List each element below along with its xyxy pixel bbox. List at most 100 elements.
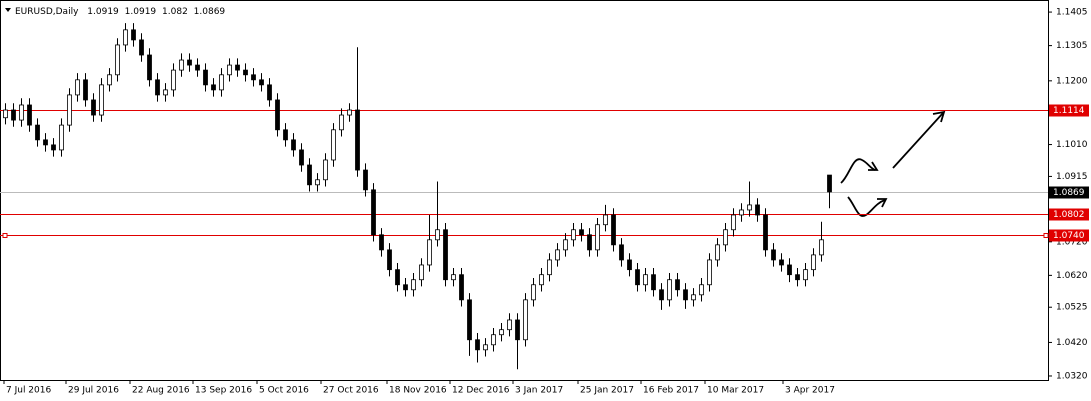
candle-body: [467, 299, 472, 341]
candle-body: [379, 234, 384, 251]
candle-body: [651, 274, 656, 291]
candle-body: [291, 139, 296, 151]
candle-body: [347, 109, 352, 116]
level-label: 1.0802: [1053, 210, 1085, 220]
candle-body: [627, 259, 632, 271]
candle-body: [371, 189, 376, 236]
x-tick-label: 16 Feb 2017: [643, 386, 699, 396]
chart-header: EURUSD,Daily 1.0919 1.0919 1.082 1.0869: [15, 7, 225, 17]
x-tick-label: 7 Jul 2016: [6, 386, 51, 396]
candle-body: [635, 269, 640, 286]
y-tick-label: 1.0320: [1056, 371, 1088, 381]
candle-body: [747, 204, 752, 211]
candle-body: [595, 224, 600, 251]
candle-body: [531, 284, 536, 301]
candle-body: [675, 279, 680, 291]
y-tick-label: 1.0915: [1056, 172, 1088, 182]
x-tick-label: 25 Jan 2017: [580, 386, 634, 396]
candle-body: [443, 229, 448, 281]
candle-body: [275, 99, 280, 131]
candle-body: [603, 214, 608, 226]
candle-body: [795, 274, 800, 281]
level-label-box: [1049, 104, 1089, 117]
candle-body: [459, 274, 464, 301]
candle-body: [811, 254, 816, 271]
candle-body: [803, 269, 808, 281]
x-tick-label: 12 Dec 2016: [452, 386, 510, 396]
candle-body: [771, 249, 776, 261]
candle-body: [539, 274, 544, 286]
y-tick-label: 1.0420: [1056, 338, 1088, 348]
candle-body: [499, 329, 504, 336]
candle-body: [115, 44, 120, 76]
candle-body: [723, 229, 728, 246]
candle-body: [491, 334, 496, 346]
level-marker: [1043, 233, 1049, 238]
candle-body: [219, 74, 224, 91]
level-label-box: [1049, 229, 1089, 242]
arrow-curve: [840, 158, 876, 184]
candle-body: [483, 344, 488, 351]
candle-body: [19, 104, 24, 121]
candle-body: [171, 69, 176, 91]
menu-arrow[interactable]: [5, 8, 11, 12]
candle-body: [571, 229, 576, 241]
candle-body: [579, 229, 584, 236]
candle-body: [11, 109, 16, 121]
candle-body: [643, 274, 648, 286]
candle-body: [547, 259, 552, 276]
x-tick-label: 22 Aug 2016: [132, 386, 190, 396]
candle-body: [779, 259, 784, 266]
candle-body: [3, 109, 8, 119]
candle-body: [555, 249, 560, 261]
candle-body: [355, 109, 360, 171]
candle-body: [267, 84, 272, 101]
candle-body: [235, 64, 240, 71]
candle-body: [187, 59, 192, 66]
x-tick-label: 27 Oct 2016: [323, 386, 379, 396]
arrow-head: [877, 198, 888, 208]
candle-body: [131, 29, 136, 41]
y-tick-label: 1.0620: [1056, 271, 1088, 281]
candle-body: [163, 89, 168, 96]
candle-body: [819, 239, 824, 256]
candle-body: [67, 94, 72, 126]
candle-body: [715, 244, 720, 261]
level-label: 1.0740: [1053, 231, 1085, 241]
candle-body: [403, 284, 408, 291]
candle-body: [507, 319, 512, 331]
candle-body: [435, 229, 440, 241]
y-tick-label: 1.1305: [1056, 41, 1088, 51]
candle-body: [91, 99, 96, 116]
x-tick-label: 3 Apr 2017: [785, 386, 835, 396]
x-tick-label: 10 Mar 2017: [707, 386, 764, 396]
candle-body: [43, 139, 48, 146]
candle-body: [27, 104, 32, 126]
candle-body: [387, 249, 392, 271]
low-value: 1.082: [162, 7, 188, 17]
candle-body: [619, 244, 624, 261]
candle-body: [339, 114, 344, 131]
candle-body: [827, 174, 832, 193]
y-tick-label: 1.1405: [1056, 8, 1088, 18]
x-tick-label: 13 Sep 2016: [195, 386, 252, 396]
candle-body: [147, 54, 152, 81]
arrow-line: [892, 112, 944, 169]
candle-body: [35, 124, 40, 141]
candle-body: [299, 149, 304, 166]
x-tick-label: 29 Jul 2016: [68, 386, 119, 396]
candle-body: [203, 69, 208, 86]
y-tick-label: 1.1010: [1056, 140, 1088, 150]
candle-body: [683, 289, 688, 301]
candle-body: [411, 279, 416, 291]
price-label-box: [1049, 186, 1089, 199]
candle-body: [763, 214, 768, 251]
candle-body: [699, 284, 704, 296]
candle-body: [691, 294, 696, 301]
candle-body: [395, 269, 400, 286]
candle-body: [427, 239, 432, 266]
candle-body: [787, 264, 792, 276]
candle-body: [83, 79, 88, 101]
x-tick-label: 3 Jan 2017: [515, 386, 563, 396]
